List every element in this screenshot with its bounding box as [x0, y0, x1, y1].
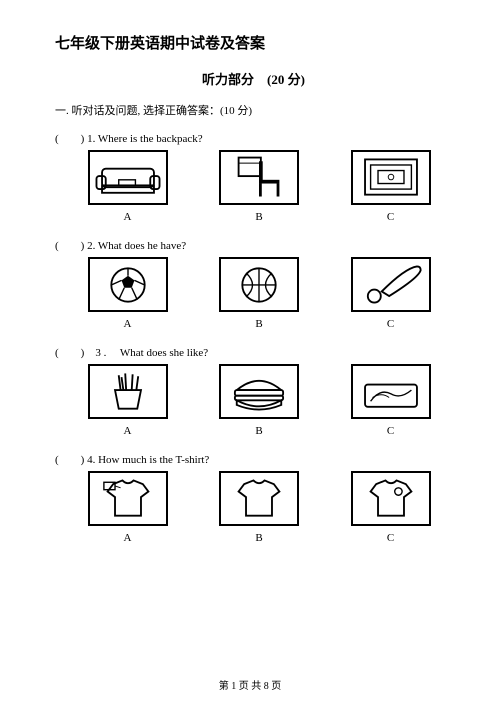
- option-label: A: [124, 532, 132, 544]
- burger-icon: [219, 364, 299, 419]
- option: B: [212, 471, 307, 544]
- question-text: ( ) 2. What does he have?: [55, 237, 452, 253]
- option: A: [80, 150, 175, 223]
- tshirt-tag-icon: [88, 471, 168, 526]
- question-body: What does she like?: [120, 347, 208, 359]
- question-prefix: ( ) 3 .: [55, 347, 117, 359]
- option: C: [343, 364, 438, 437]
- option-label: B: [255, 211, 262, 223]
- option: C: [343, 471, 438, 544]
- soccer-icon: [88, 257, 168, 312]
- option: A: [80, 364, 175, 437]
- tshirt-icon: [219, 471, 299, 526]
- question-prefix: ( ) 1.: [55, 133, 95, 145]
- section-instruction: 一. 听对话及问题, 选择正确答案：(10 分): [55, 102, 452, 118]
- option-label: A: [124, 318, 132, 330]
- option-label: C: [387, 532, 394, 544]
- option-label: C: [387, 318, 394, 330]
- question-prefix: ( ) 4.: [55, 454, 95, 466]
- question-body: Where is the backpack?: [98, 133, 203, 145]
- basketball-icon: [219, 257, 299, 312]
- question-body: What does he have?: [98, 240, 186, 252]
- question-prefix: ( ) 2.: [55, 240, 95, 252]
- tray-icon: [351, 364, 431, 419]
- chair-icon: [219, 150, 299, 205]
- sofa-icon: [88, 150, 168, 205]
- fries-icon: [88, 364, 168, 419]
- question-text: ( ) 4. How much is the T-shirt?: [55, 451, 452, 467]
- question-text: ( ) 3 . What does she like?: [55, 344, 452, 360]
- option: B: [212, 364, 307, 437]
- page-footer: 第 1 页 共 8 页: [0, 677, 500, 692]
- question-body: How much is the T-shirt?: [98, 454, 209, 466]
- option-label: B: [255, 532, 262, 544]
- options-row: A B C: [55, 150, 452, 223]
- footer-prefix: 第: [219, 681, 232, 692]
- option: B: [212, 257, 307, 330]
- footer-suffix: 页: [269, 681, 282, 692]
- option: C: [343, 150, 438, 223]
- options-row: A B C: [55, 471, 452, 544]
- option: A: [80, 257, 175, 330]
- options-row: A B C: [55, 364, 452, 437]
- option: A: [80, 471, 175, 544]
- option-label: A: [124, 425, 132, 437]
- picture-frame-icon: [351, 150, 431, 205]
- option-label: A: [124, 211, 132, 223]
- page-title: 七年级下册英语期中试卷及答案: [55, 32, 452, 53]
- option: C: [343, 257, 438, 330]
- options-row: A B C: [55, 257, 452, 330]
- section-header: 听力部分 (20 分): [55, 69, 452, 88]
- footer-mid: 页 共: [236, 681, 264, 692]
- option-label: B: [255, 425, 262, 437]
- option-label: B: [255, 318, 262, 330]
- option: B: [212, 150, 307, 223]
- option-label: C: [387, 425, 394, 437]
- question-text: ( ) 1. Where is the backpack?: [55, 130, 452, 146]
- tshirt-badge-icon: [351, 471, 431, 526]
- bat-ball-icon: [351, 257, 431, 312]
- option-label: C: [387, 211, 394, 223]
